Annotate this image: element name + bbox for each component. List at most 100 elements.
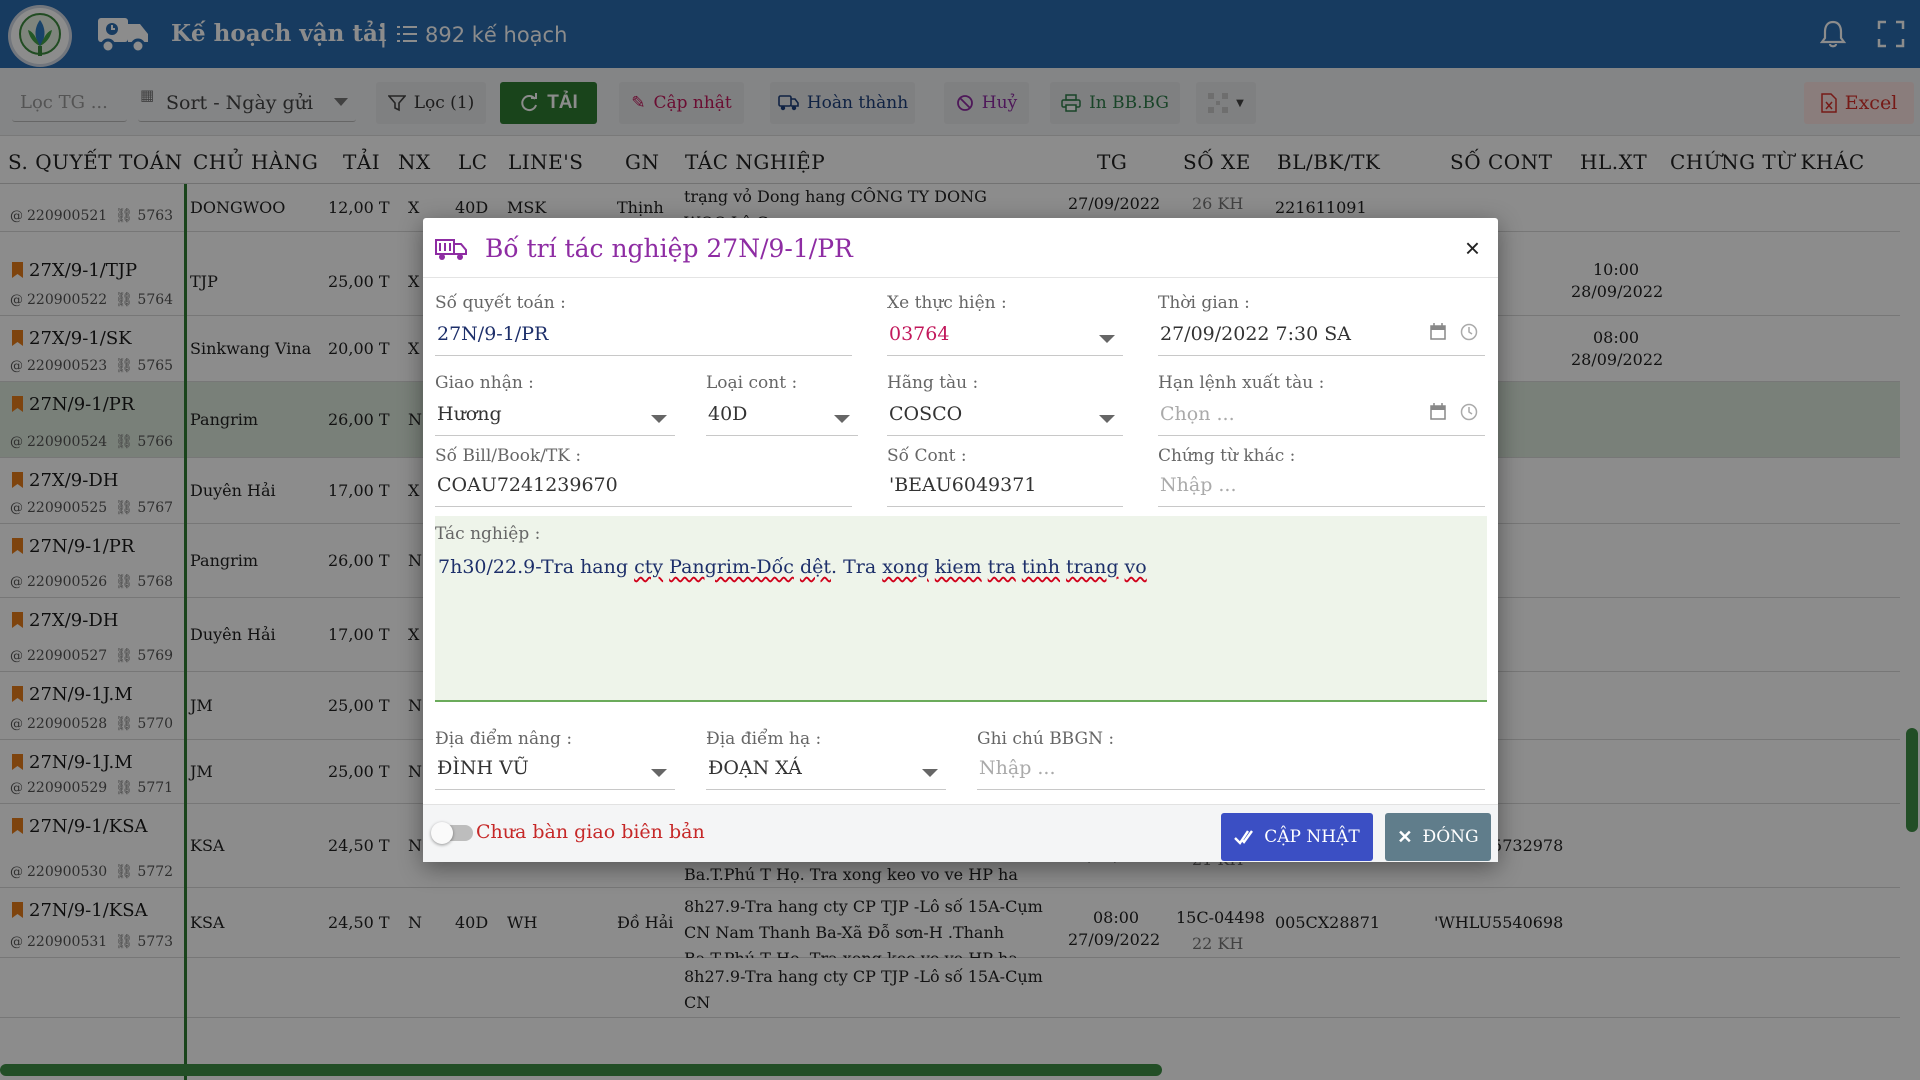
print-button[interactable]: In BB.BG	[1050, 82, 1180, 124]
bookmark-icon	[12, 472, 23, 488]
col-settlement[interactable]: S. QUYẾT TOÁN	[8, 150, 183, 174]
branch-icon: ⛓	[115, 434, 138, 450]
excel-button[interactable]: Excel	[1804, 82, 1914, 124]
table-header: S. QUYẾT TOÁN CHỦ HÀNG TẢI NX LC LINE'S …	[0, 136, 1920, 184]
col-gn[interactable]: GN	[625, 150, 660, 174]
branch-icon: ⛓	[115, 716, 138, 732]
col-nx[interactable]: NX	[398, 150, 431, 174]
settlement-id-text: 27N/9-1/PR	[29, 536, 135, 557]
settlement-id[interactable]: 27X/9-1/TJP	[12, 260, 137, 281]
branch-icon: ⛓	[115, 780, 138, 796]
field-underline	[435, 506, 852, 507]
bookmark-icon	[12, 686, 23, 702]
calendar-icon[interactable]	[1430, 323, 1446, 340]
col-lines[interactable]: LINE'S	[508, 150, 584, 174]
col-task[interactable]: TÁC NGHIỆP	[685, 150, 826, 174]
chevron-down-icon: ▼	[1236, 97, 1244, 109]
settlement-id[interactable]: 27X/9-1/SK	[12, 328, 132, 349]
at-icon: @	[10, 501, 23, 516]
nx-cell: N	[408, 913, 422, 932]
fullscreen-icon[interactable]	[1877, 20, 1905, 53]
settlement-id[interactable]: 27N/9-1/KSA	[12, 900, 148, 921]
receiver-value: Hương	[437, 403, 502, 425]
cont-no-value: 'BEAU6049371	[889, 474, 1037, 496]
field-underline	[1158, 435, 1485, 436]
col-bl[interactable]: BL/BK/TK	[1277, 150, 1381, 174]
branch-icon: ⛓	[115, 358, 138, 374]
settlement-id[interactable]: 27N/9-1/PR	[12, 394, 134, 415]
bell-icon[interactable]	[1819, 20, 1847, 53]
bookmark-icon	[12, 818, 23, 834]
at-icon: @	[10, 935, 23, 950]
row-code: 220900531	[27, 934, 108, 950]
company-logo[interactable]	[8, 5, 72, 67]
more-options-button[interactable]: ▼	[1196, 82, 1256, 124]
handover-toggle[interactable]	[431, 822, 473, 844]
settlement-id[interactable]: 27N/9-1J.M	[12, 684, 133, 705]
col-tg[interactable]: TG	[1097, 150, 1128, 174]
col-load[interactable]: TẢI	[343, 150, 381, 174]
app-header: Kế hoạch vận tải | 892 kế hoạch	[0, 0, 1920, 68]
task-textarea[interactable]: Tác nghiệp : 7h30/22.9-Tra hang cty Pang…	[435, 516, 1487, 702]
filter-button[interactable]: Lọc (1)	[376, 82, 486, 124]
nx-cell: X	[408, 339, 420, 358]
table-row[interactable]: 8h27.9-Tra hang cty CP TJP -Lô số 15A-Cụ…	[0, 958, 1900, 1018]
clock-icon[interactable]	[1460, 403, 1478, 421]
close-button[interactable]: ✕ ĐÓNG	[1385, 813, 1491, 861]
truck-loading-icon	[434, 236, 468, 267]
time-value: 27/09/2022 7:30 SA	[1160, 323, 1351, 345]
vertical-scrollbar[interactable]	[1906, 728, 1918, 832]
load-cell: 17,00 T	[328, 481, 390, 500]
col-truck[interactable]: SỐ XE	[1183, 150, 1251, 174]
row-codes: @220900527 ⛓ 5769	[10, 648, 173, 664]
col-cont[interactable]: SỐ CONT	[1450, 150, 1553, 174]
settlement-id-text: 27N/9-1/PR	[29, 394, 135, 415]
sort-label: Sort - Ngày gửi	[166, 91, 314, 114]
settlement-id[interactable]: 27N/9-1/PR	[12, 536, 134, 557]
save-button[interactable]: CẬP NHẬT	[1221, 813, 1373, 861]
nx-cell: N	[408, 696, 422, 715]
bl-cell: 221611091	[1275, 198, 1367, 217]
bookmark-icon	[12, 902, 23, 918]
load-button[interactable]: TẢI	[500, 82, 597, 124]
horizontal-scrollbar[interactable]	[0, 1064, 1162, 1076]
settlement-id[interactable]: 27N/9-1/KSA	[12, 816, 148, 837]
file-excel-icon	[1820, 93, 1837, 113]
calendar-icon[interactable]	[1430, 403, 1446, 420]
bookmark-icon	[12, 396, 23, 412]
nx-cell: X	[408, 625, 420, 644]
settlement-label: Số quyết toán :	[435, 293, 566, 313]
col-lc[interactable]: LC	[458, 150, 488, 174]
clock-icon[interactable]	[1460, 323, 1478, 341]
table-row[interactable]: 27N/9-1/KSA @220900531 ⛓ 5773 KSA 24,50 T N 40…	[0, 888, 1900, 968]
complete-button[interactable]: Hoàn thành	[770, 82, 915, 124]
close-icon[interactable]: ×	[1464, 233, 1480, 263]
sort-select[interactable]: ▦ Sort - Ngày gửi	[138, 84, 356, 122]
load-cell: 26,00 T	[328, 410, 390, 429]
at-icon: @	[10, 717, 23, 732]
field-underline	[887, 355, 1123, 356]
column-divider	[184, 184, 187, 1080]
settlement-id-text: 27N/9-1J.M	[29, 684, 133, 705]
settlement-id[interactable]: 27X/9-DH	[12, 610, 118, 631]
nx-cell: N	[408, 551, 422, 570]
chevron-down-icon	[922, 769, 938, 777]
time-filter-input[interactable]: Lọc TG ...	[12, 84, 127, 122]
owner-cell: Duyên Hải	[190, 625, 276, 644]
gn-cell: Đồ Hải	[617, 913, 674, 932]
branch-icon: ⛓	[115, 500, 138, 516]
row-seq: 5773	[137, 934, 174, 950]
update-button[interactable]: ✎ Cập nhật	[619, 82, 744, 124]
field-underline	[435, 355, 852, 356]
col-other-docs[interactable]: CHỨNG TỪ KHÁC	[1670, 150, 1865, 174]
cancel-button[interactable]: Huỷ	[944, 82, 1029, 124]
settlement-id-text: 27N/9-1/KSA	[29, 816, 148, 837]
settlement-id[interactable]: 27X/9-DH	[12, 470, 118, 491]
chevron-down-icon	[334, 98, 348, 106]
settlement-id[interactable]: 27N/9-1J.M	[12, 752, 133, 773]
col-hlxt[interactable]: HL.XT	[1580, 150, 1648, 174]
load-cell: 24,50 T	[328, 836, 390, 855]
lift-place-value: ĐÌNH VŨ	[437, 757, 529, 779]
col-owner[interactable]: CHỦ HÀNG	[193, 150, 319, 174]
truck-sub: 26 KH	[1192, 194, 1244, 213]
